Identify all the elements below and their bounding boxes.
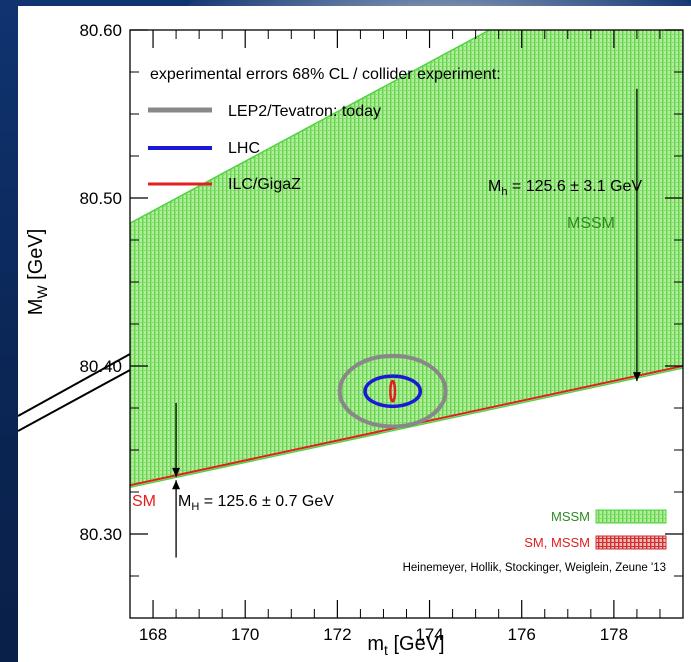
- continuation-line-lower: [18, 369, 131, 432]
- x-tick-label-170: 170: [231, 625, 259, 644]
- key-sm-mssm-swatch: [595, 535, 667, 550]
- band-layer: [130, 30, 683, 489]
- ellipse-layer: [337, 353, 448, 429]
- mw-vs-mt-chart: 168 170 172 174 176 178 80.30 80.40 80.50 80.60 m…: [18, 21, 684, 658]
- sm-arrow-up: [172, 480, 181, 558]
- y-tick-label-80.6: 80.60: [79, 21, 122, 40]
- legend-label-lep2: LEP2/Tevatron: today: [228, 103, 381, 120]
- lep2-ellipse: [337, 353, 448, 429]
- y-axis-label-base: M: [25, 299, 47, 316]
- key-mssm-swatch: [595, 509, 667, 524]
- y-axis-label-unit: [GeV]: [25, 229, 47, 286]
- sm-band-continuation: [18, 353, 131, 432]
- sm-arrow-up-head: [172, 480, 181, 490]
- band-key: MSSM SM, MSSM: [524, 509, 667, 550]
- ilc-ellipse: [389, 379, 397, 403]
- mh-mssm-label: Mh = 125.6 ± 3.1 GeV: [488, 178, 642, 198]
- x-tick-label-172: 172: [323, 625, 351, 644]
- key-sm-mssm-label: SM, MSSM: [524, 535, 590, 550]
- mssm-band-label: MSSM: [567, 215, 615, 232]
- mssm-band-lower-edge: [130, 367, 683, 489]
- key-mssm-label: MSSM: [551, 509, 590, 524]
- mh-sm-rest: = 125.6 ± 0.7 GeV: [199, 493, 334, 510]
- x-axis-label-sub: t: [384, 642, 388, 658]
- mssm-band-area: [130, 30, 683, 486]
- mh-sm-base: M: [178, 493, 191, 510]
- x-tick-label-168: 168: [139, 625, 167, 644]
- x-tick-label-174: 174: [415, 625, 443, 644]
- x-tick-label-176: 176: [508, 625, 536, 644]
- mssm-arrow: [632, 88, 641, 382]
- sm-arrow-down: [172, 402, 181, 477]
- mh-mssm-base: M: [488, 178, 501, 195]
- sm-label: SM: [132, 493, 156, 510]
- y-tick-label-80.3: 80.30: [79, 525, 122, 544]
- y-tick-label-80.4: 80.40: [79, 357, 122, 376]
- x-tick-label-178: 178: [600, 625, 628, 644]
- mh-mssm-rest: = 125.6 ± 3.1 GeV: [507, 178, 642, 195]
- arrow-layer: [172, 88, 641, 558]
- sm-arrow-down-head: [172, 467, 181, 477]
- legend-label-ilc: ILC/GigaZ: [228, 176, 301, 193]
- x-axis-label: mt [GeV]: [367, 633, 444, 658]
- ticks-layer: 168 170 172 174 176 178 80.30 80.40 80.50 80.60: [79, 21, 684, 644]
- y-axis-label: MW [GeV]: [25, 229, 50, 316]
- mssm-band-upper-edge: [130, 30, 490, 224]
- x-axis-label-unit: [GeV]: [388, 633, 445, 655]
- x-axis-label-base: m: [367, 633, 384, 655]
- mh-mssm-sub: h: [501, 186, 507, 198]
- legend-title: experimental errors 68% CL / collider ex…: [150, 66, 501, 83]
- mh-sm-label: MH = 125.6 ± 0.7 GeV: [178, 493, 334, 513]
- mh-sm-sub: H: [191, 501, 199, 513]
- credit-text: Heinemeyer, Hollik, Stockinger, Weiglein…: [403, 562, 666, 574]
- plot-panel: 168 170 172 174 176 178 80.30 80.40 80.50 80.60 m…: [18, 6, 691, 662]
- lhc-ellipse: [363, 374, 423, 409]
- y-tick-label-80.5: 80.50: [79, 189, 122, 208]
- continuation-line-upper: [18, 353, 131, 417]
- y-axis-label-sub: W: [34, 285, 50, 299]
- mssm-arrow-head: [632, 372, 641, 382]
- legend-label-lhc: LHC: [228, 140, 260, 157]
- legend: experimental errors 68% CL / collider ex…: [148, 66, 501, 193]
